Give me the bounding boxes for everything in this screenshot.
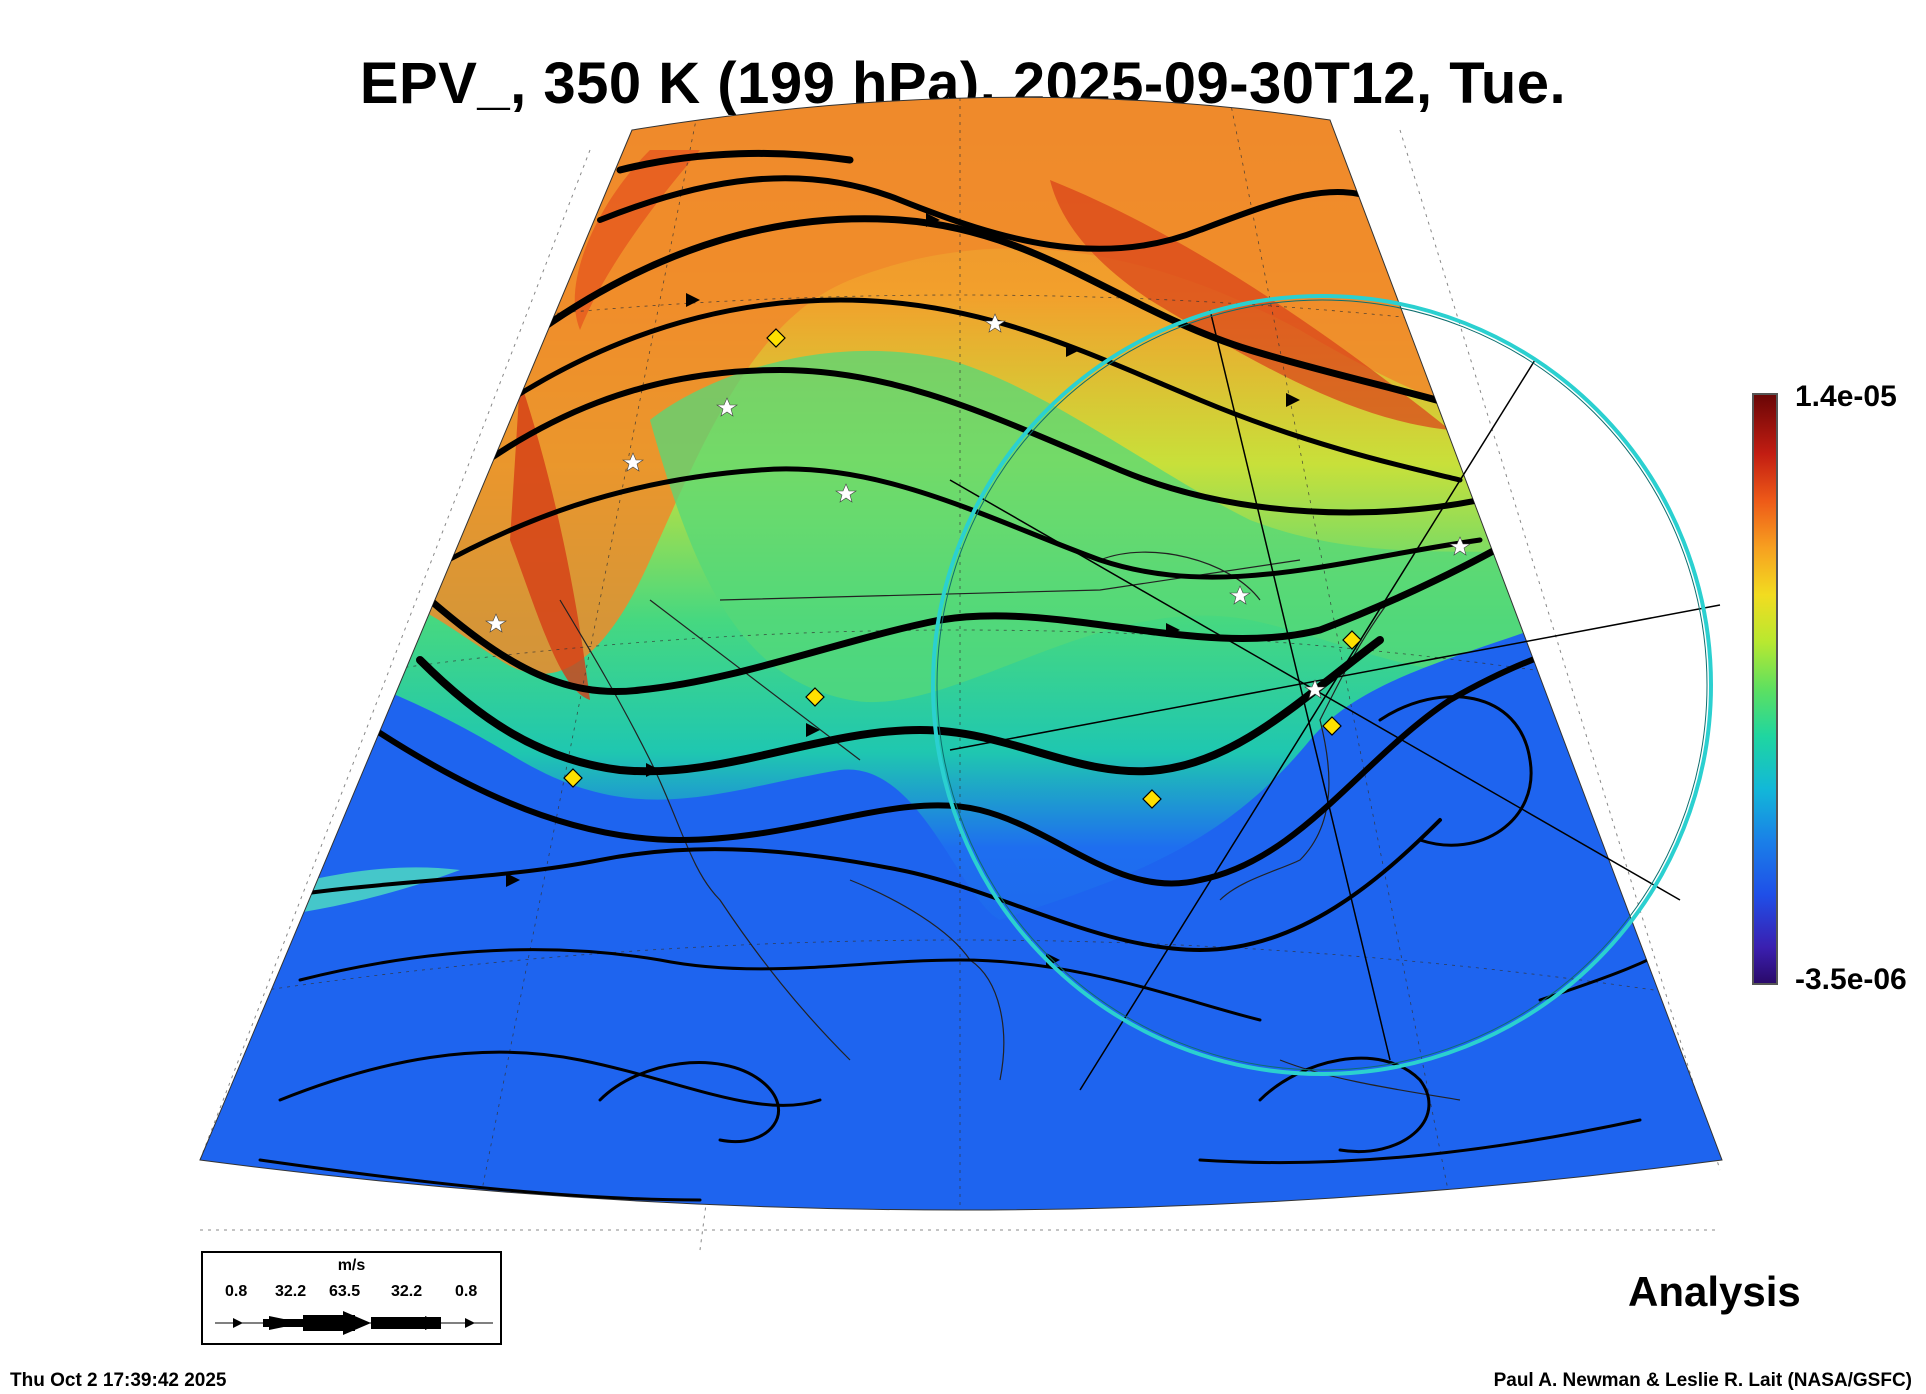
diamond-marker <box>563 768 583 788</box>
legend-value: 63.5 <box>329 1283 361 1300</box>
timestamp: Thu Oct 2 17:39:42 2025 <box>10 1370 227 1391</box>
legend-arrow-scale <box>215 1311 493 1335</box>
legend-unit: m/s <box>337 1257 366 1274</box>
range-circle <box>931 294 1713 1076</box>
coastlines <box>559 551 1461 1101</box>
diamond-marker <box>1322 716 1342 736</box>
legend-value: 0.8 <box>225 1283 248 1300</box>
station-marker <box>622 452 644 472</box>
wind-speed-legend: m/s 0.8 32.2 63.5 32.2 0.8 <box>201 1251 502 1345</box>
flight-tracks <box>949 309 1721 1091</box>
legend-value: 32.2 <box>391 1283 423 1300</box>
sonde-markers <box>563 328 1362 809</box>
colorbar-min-label: -3.5e-06 <box>1795 963 1907 996</box>
map-boundary <box>199 96 1723 1211</box>
station-marker <box>1229 585 1251 605</box>
diamond-marker <box>805 687 825 707</box>
colorbar-max-label: 1.4e-05 <box>1795 380 1897 413</box>
diamond-marker <box>766 328 786 348</box>
station-marker <box>1304 679 1326 699</box>
wind-streamlines <box>258 149 1702 1202</box>
credit-line: Paul A. Newman & Leslie R. Lait (NASA/GS… <box>1493 1370 1912 1391</box>
station-marker <box>984 313 1006 333</box>
diamond-marker <box>1342 630 1362 650</box>
station-marker <box>1449 536 1471 556</box>
station-markers <box>485 313 1471 699</box>
diamond-marker <box>1142 789 1162 809</box>
legend-value: 0.8 <box>455 1283 478 1300</box>
colorbar <box>1752 393 1778 985</box>
station-marker <box>485 613 507 633</box>
station-marker <box>835 483 857 503</box>
station-marker <box>716 397 738 417</box>
legend-value: 32.2 <box>275 1283 307 1300</box>
analysis-label: Analysis <box>1628 1268 1801 1315</box>
